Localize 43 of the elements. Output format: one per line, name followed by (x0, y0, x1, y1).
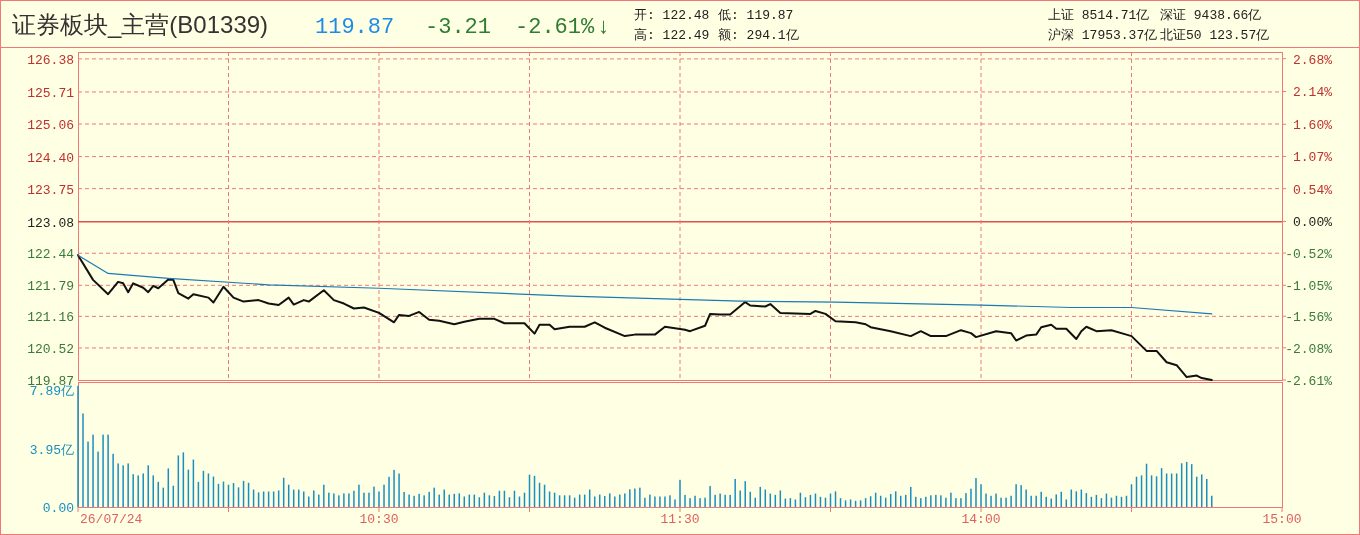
y2-tick-label: -2.61% (1285, 374, 1333, 389)
x-tick-label: 10:30 (359, 512, 399, 527)
y-tick-label: 126.38 (27, 52, 74, 68)
text: 上证 8514.71亿 (1048, 8, 1150, 23)
y-tick-label: 0.00 (42, 501, 74, 516)
y2-tick-label: 2.68% (1292, 52, 1333, 68)
line-series (77, 254, 1213, 315)
x-tick-label: 15:00 (1262, 512, 1302, 527)
y-tick-label: 122.44 (27, 247, 75, 263)
text: 北证50 123.57亿 (1160, 28, 1270, 43)
y2-tick-label: -1.56% (1285, 310, 1333, 326)
text: ↓ (598, 13, 609, 38)
line-series (77, 254, 1213, 381)
y-tick-label: 124.40 (27, 150, 74, 166)
y2-tick-label: -0.52% (1285, 247, 1333, 263)
y-tick-label: 120.52 (27, 341, 74, 357)
x-tick-label: 14:00 (961, 512, 1001, 527)
text: 119.87 (315, 15, 395, 40)
text: -3.21 (425, 15, 492, 40)
y2-tick-label: 0.00% (1292, 215, 1333, 231)
y-tick-label: 123.75 (27, 182, 74, 198)
y2-tick-label: 2.14% (1292, 85, 1333, 101)
y-tick-label: 125.06 (27, 118, 74, 134)
text: 深证 9438.66亿 (1160, 8, 1262, 23)
text: 26/07/24 (80, 512, 143, 527)
y2-tick-label: -2.08% (1285, 341, 1333, 357)
y-tick-label: 123.08 (27, 215, 74, 231)
y-tick-label: 121.16 (27, 310, 74, 326)
x-tick-label: 11:30 (660, 512, 700, 527)
y2-tick-label: 0.54% (1292, 182, 1333, 198)
text: 沪深 17953.37亿 (1048, 27, 1158, 43)
y2-tick-label: 1.07% (1292, 150, 1333, 166)
y-tick-label: 121.79 (27, 279, 74, 295)
text: 高: 122.49 (634, 27, 710, 43)
text: 开: 122.48 (634, 8, 710, 23)
text: 低: 119.87 (718, 8, 794, 23)
text: 额: 294.1亿 (718, 28, 799, 43)
y-tick-label: 3.95亿 (29, 442, 74, 458)
y2-tick-label: 1.60% (1292, 118, 1333, 134)
y-tick-label: 125.71 (27, 85, 75, 101)
chart-title: 证券板块_主营(B01339) (12, 11, 269, 38)
text: -2.61% (515, 15, 596, 40)
y2-tick-label: -1.05% (1285, 279, 1333, 295)
